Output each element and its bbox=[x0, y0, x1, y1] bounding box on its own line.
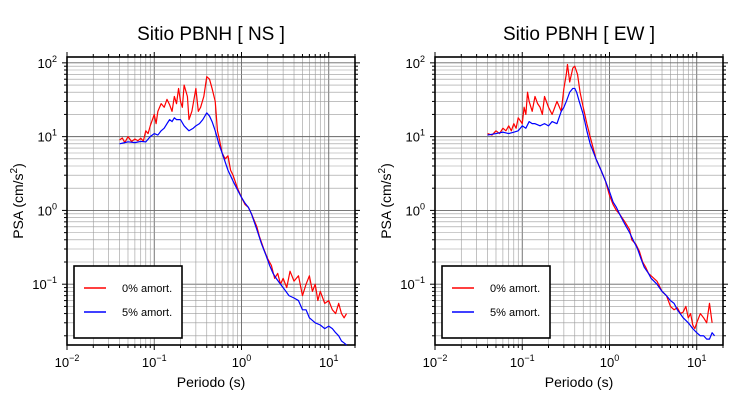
x-tick-label: 10−1 bbox=[142, 353, 167, 370]
legend-box bbox=[73, 265, 183, 339]
x-tick-label: 10−1 bbox=[510, 353, 535, 370]
series-line bbox=[487, 87, 716, 340]
y-tick-label: 102 bbox=[38, 54, 57, 71]
x-tick-label: 101 bbox=[687, 353, 706, 370]
y-tick-label: 10−1 bbox=[32, 275, 57, 292]
x-tick-label: 100 bbox=[232, 353, 251, 370]
legend: 0% amort. 5% amort. bbox=[73, 265, 183, 339]
series-line bbox=[119, 112, 347, 346]
x-axis-label: Periodo (s) bbox=[177, 374, 245, 390]
y-tick-label: 100 bbox=[38, 201, 57, 218]
legend: 0% amort. 5% amort. bbox=[441, 265, 551, 339]
y-tick-label: 101 bbox=[38, 128, 57, 145]
legend-label: 0% amort. bbox=[490, 283, 540, 295]
plot-frame bbox=[434, 56, 724, 346]
plot-frame bbox=[66, 56, 356, 346]
legend-label: 5% amort. bbox=[122, 307, 172, 319]
y-tick-label: 102 bbox=[406, 54, 425, 71]
y-axis-label: PSA (cm/s2) bbox=[9, 163, 26, 239]
x-axis-label: Periodo (s) bbox=[545, 374, 613, 390]
legend-label: 5% amort. bbox=[490, 307, 540, 319]
x-tick-label: 101 bbox=[319, 353, 338, 370]
chart-panel: Sitio PBNH [ EW ] 10−2 10−1 100 101 10−1 100 10… bbox=[377, 24, 728, 390]
legend-box bbox=[441, 265, 551, 339]
y-axis-label: PSA (cm/s2) bbox=[377, 163, 394, 239]
x-tick-label: 10−2 bbox=[55, 353, 80, 370]
x-tick-label: 100 bbox=[600, 353, 619, 370]
y-tick-label: 100 bbox=[406, 201, 425, 218]
chart-panel: Sitio PBNH [ NS ] 10−2 10−1 100 101 10−1 100 10… bbox=[9, 24, 360, 390]
series-line bbox=[119, 76, 348, 319]
chart-title: Sitio PBNH [ NS ] bbox=[137, 24, 285, 45]
x-tick-label: 10−2 bbox=[423, 353, 448, 370]
y-tick-label: 10−1 bbox=[400, 275, 425, 292]
legend-label: 0% amort. bbox=[122, 283, 172, 295]
y-tick-label: 101 bbox=[406, 128, 425, 145]
chart-title: Sitio PBNH [ EW ] bbox=[503, 24, 655, 45]
